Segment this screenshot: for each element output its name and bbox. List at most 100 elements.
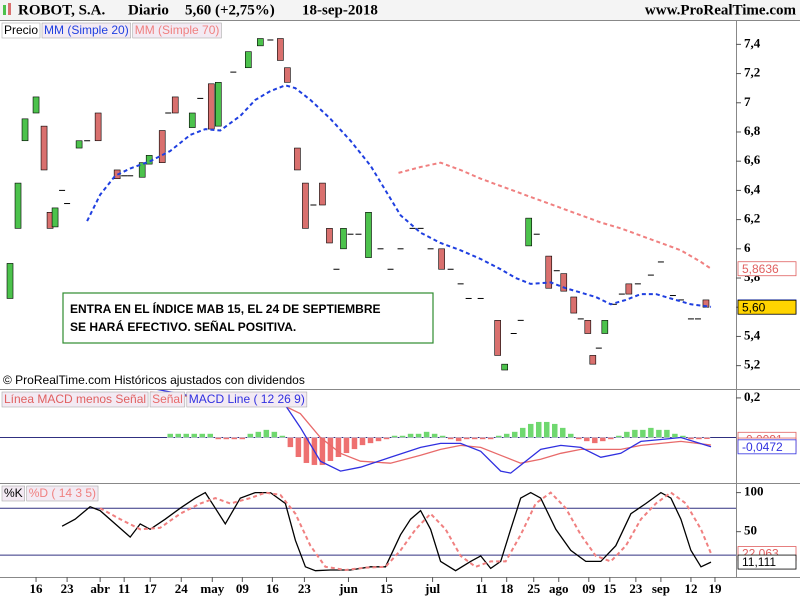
histogram-bar: [535, 421, 542, 438]
histogram-bar: [383, 437, 390, 440]
logo-bar: [8, 3, 11, 15]
candle: [94, 112, 102, 142]
histogram-bar: [487, 437, 494, 440]
annotation-text: ENTRA EN EL ÍNDICE MAB 15, EL 24 DE SEPT…: [70, 301, 381, 316]
candle: [51, 207, 59, 228]
candle: [277, 38, 284, 61]
y-tick-label: 50: [744, 523, 757, 538]
x-tick-label: 11: [118, 581, 130, 596]
plot: 16 23 abr 11 17 24 may 09 16 23 jun 15 jul 11 18 25 ago 0…: [0, 22, 797, 596]
histogram-bar: [247, 433, 254, 438]
y-tick-label: 5,2: [744, 357, 760, 372]
histogram-bar: [663, 429, 671, 438]
histogram-bar: [447, 437, 454, 440]
candle: [501, 363, 508, 371]
price-marker-label: 11,111: [742, 555, 776, 569]
histogram-bar: [359, 437, 366, 446]
price-marker-label: 5,8636: [742, 262, 779, 276]
site: www.ProRealTime.com: [645, 2, 797, 18]
x-tick-label: may: [200, 581, 224, 596]
y-tick-label: 100: [744, 484, 764, 499]
price-marker: [737, 554, 797, 570]
y-tick-label: 6,2: [744, 211, 760, 226]
y-tick-label: 6,8: [744, 123, 761, 138]
histogram-bar: [527, 423, 534, 438]
legend-entry: Precio: [4, 23, 38, 37]
histogram-bar: [583, 437, 591, 442]
line: [61, 491, 712, 572]
histogram-bar: [367, 437, 374, 444]
x-tick-label: 09: [236, 581, 250, 596]
annotation-box: [62, 292, 434, 344]
x-tick-label: 25: [527, 581, 541, 596]
candle: [294, 147, 301, 171]
histogram-bar: [215, 437, 222, 440]
y-tick-label: 0,2: [744, 389, 760, 404]
candle: [319, 182, 326, 206]
histogram-bar: [495, 435, 502, 438]
title-period: Diario: [128, 2, 169, 18]
logo-bar: [3, 5, 6, 15]
x-tick-label: 23: [61, 581, 75, 596]
y-tick-label: 7,4: [744, 35, 761, 50]
x-tick-label: 24: [175, 581, 189, 596]
title-bar: [0, 0, 800, 20]
candle: [214, 82, 222, 127]
candle: [245, 51, 252, 69]
histogram-bar: [479, 437, 486, 440]
histogram-bar: [615, 435, 623, 438]
histogram-bar: [455, 437, 462, 442]
histogram-bar: [399, 435, 406, 438]
legend-entry: %D ( 14 3 5): [29, 486, 96, 500]
candle: [625, 283, 633, 295]
legend-entry: MM (Simple 20): [44, 23, 129, 37]
price-marker-label: 5,60: [742, 300, 766, 314]
candle: [601, 320, 609, 334]
x-tick-label: 15: [380, 581, 394, 596]
y-tick-label: 6,6: [744, 152, 761, 167]
legend-box: [26, 485, 99, 502]
y-tick-label: 7,2: [744, 65, 760, 80]
candle: [14, 182, 22, 229]
histogram-bar: [551, 423, 559, 438]
panel: [0, 491, 736, 572]
histogram-bar: [231, 437, 238, 440]
line: [86, 84, 712, 308]
x-tick-label: jul: [424, 581, 441, 596]
footer: © ProRealTime.com Históricos ajustados c…: [3, 373, 305, 387]
legend-box: [1, 22, 41, 39]
candle: [560, 273, 568, 292]
x-tick-label: 09: [582, 581, 596, 596]
legend-entry: %K: [4, 486, 23, 500]
histogram-bar: [543, 421, 550, 438]
candle: [21, 118, 29, 142]
legend-entry: Señal: [152, 392, 183, 406]
histogram-bar: [423, 431, 430, 438]
histogram-bar: [287, 437, 294, 448]
histogram-bar: [375, 437, 382, 442]
histogram-bar: [239, 437, 246, 440]
line: [156, 390, 712, 474]
histogram-bar: [327, 437, 334, 462]
histogram-bar: [295, 437, 302, 458]
y-tick-label: 7: [744, 94, 751, 109]
histogram-bar: [431, 433, 438, 438]
candle: [494, 320, 501, 356]
legend-entry: MACD Line ( 12 26 9): [189, 392, 305, 406]
histogram-bar: [471, 437, 478, 440]
title-date: 18-sep-2018: [302, 2, 378, 18]
candle: [75, 140, 83, 149]
candle: [326, 228, 333, 244]
title-ticker: ROBOT, S.A.: [18, 2, 105, 18]
histogram-bar: [503, 433, 510, 438]
y-tick-label: 6: [744, 240, 751, 255]
logo: [3, 3, 11, 15]
line: [99, 491, 712, 572]
candle: [340, 228, 347, 250]
histogram-bar: [183, 433, 190, 438]
legend-box: [41, 22, 132, 39]
histogram-bar: [519, 427, 526, 438]
x-tick-label: abr: [90, 581, 110, 596]
legend-box: [186, 391, 308, 408]
price-marker: [737, 299, 797, 315]
